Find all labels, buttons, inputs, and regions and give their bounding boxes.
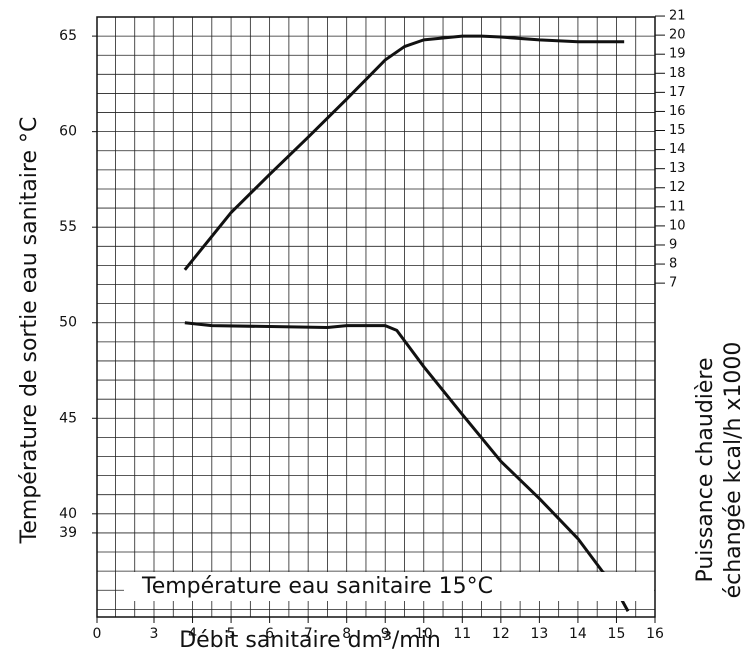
x-tick-label: 5	[227, 626, 236, 642]
y2-tick-label: 10	[669, 218, 686, 233]
y2-tick-label: 18	[669, 66, 686, 81]
y2-tick-label: 20	[669, 28, 686, 43]
plot-frame	[96, 16, 656, 618]
x-tick-label: 10	[415, 626, 433, 642]
y2-tick-label: 11	[669, 199, 686, 214]
x-tick-label: 4	[188, 626, 197, 642]
x-tick-label: 16	[646, 626, 664, 642]
y2-axis-label: échangée kcal/h x1000	[721, 342, 746, 599]
y-tick-label: 60	[59, 124, 77, 140]
y-tick-label: 39	[59, 525, 77, 541]
y-tick-label: 40	[59, 506, 77, 522]
y-tick-label: 50	[59, 315, 77, 331]
y2-tick-label: 17	[669, 85, 686, 100]
x-tick-label: 9	[381, 626, 390, 642]
x-tick-label: 6	[265, 626, 274, 642]
y2-tick-label: 16	[669, 104, 686, 119]
line-series	[184, 321, 630, 612]
x-tick-label: 14	[569, 626, 587, 642]
y2-tick-label: 12	[669, 180, 686, 195]
y-tick-label: 65	[59, 28, 77, 44]
y2-tick-label: 7	[669, 276, 677, 291]
y2-tick-label: 13	[669, 161, 686, 176]
x-tick-label: 3	[150, 626, 159, 642]
y-tick-label: 55	[59, 219, 77, 235]
x-tick-label: 8	[342, 626, 351, 642]
x-tick-label: 11	[453, 626, 471, 642]
annotation-box	[124, 572, 654, 601]
x-tick-label: 15	[608, 626, 626, 642]
y2-tick-label: 14	[669, 142, 686, 157]
y2-axis-label: Puissance chaudière	[693, 357, 718, 582]
x-axis-label: Débit sanitaire dm³/min	[179, 628, 441, 653]
x-tick-label: 13	[530, 626, 548, 642]
y2-tick-label: 15	[669, 123, 686, 138]
x-tick-label: 12	[492, 626, 510, 642]
x-tick-label: 7	[304, 626, 313, 642]
y-tick-label: 45	[59, 410, 77, 426]
annotation: Température eau sanitaire 15°C	[141, 574, 493, 599]
y-axis-label: Température de sortie eau sanitaire °C	[17, 117, 42, 545]
x-tick-label: 0	[93, 626, 102, 642]
line-series	[183, 34, 625, 271]
y2-tick-label: 19	[669, 47, 686, 62]
y2-tick-label: 8	[669, 257, 677, 272]
y2-tick-label: 21	[669, 9, 686, 24]
y2-tick-label: 9	[669, 237, 677, 252]
